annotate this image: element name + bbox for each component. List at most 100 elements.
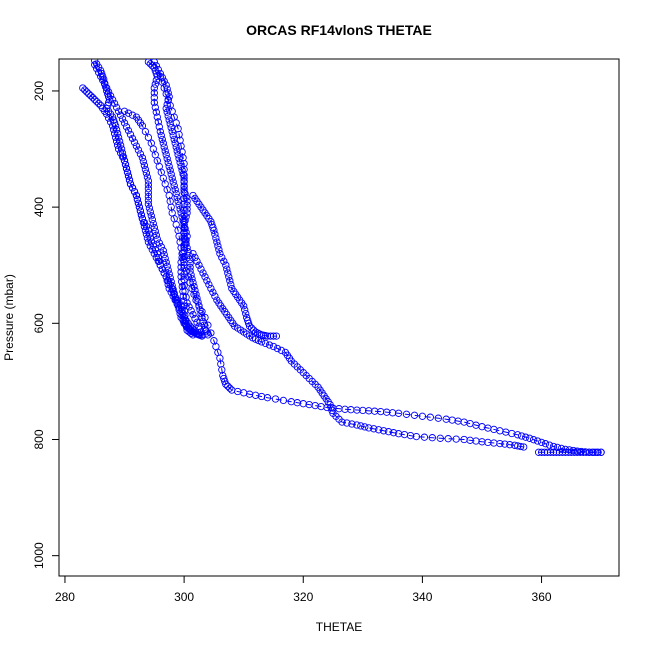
- data-point: [207, 329, 215, 337]
- data-point: [176, 238, 184, 246]
- data-point: [222, 261, 230, 269]
- data-point: [165, 162, 173, 171]
- data-point: [180, 194, 188, 203]
- data-point: [116, 111, 125, 119]
- data-point: [142, 230, 151, 238]
- data-point: [266, 332, 275, 340]
- data-point: [412, 432, 421, 441]
- data-point: [201, 273, 209, 281]
- data-point: [226, 384, 234, 392]
- data-point: [118, 115, 127, 123]
- data-point: [353, 421, 361, 429]
- data-point: [161, 147, 169, 155]
- data-point: [180, 200, 188, 208]
- data-point: [193, 318, 201, 326]
- y-tick-label: 600: [32, 313, 46, 333]
- data-point: [168, 127, 176, 136]
- x-tick-label: 300: [174, 590, 194, 604]
- data-point: [154, 257, 162, 265]
- data-point: [166, 197, 174, 205]
- data-point: [561, 448, 570, 456]
- data-point: [197, 265, 205, 273]
- data-point: [203, 277, 211, 285]
- data-point: [216, 249, 224, 258]
- data-point: [181, 311, 189, 320]
- data-point: [160, 143, 168, 151]
- data-point: [144, 196, 153, 205]
- data-point: [147, 212, 155, 220]
- data-point: [126, 180, 135, 188]
- data-point: [226, 277, 234, 285]
- data-point: [426, 413, 434, 421]
- data-point: [361, 423, 369, 431]
- data-point: [167, 278, 175, 286]
- data-point: [501, 440, 509, 448]
- data-point: [394, 409, 403, 417]
- data-point: [217, 360, 225, 368]
- series-line: [94, 64, 197, 333]
- data-point: [113, 129, 122, 138]
- data-point: [120, 119, 129, 127]
- series-5: [150, 59, 212, 339]
- data-point: [384, 428, 393, 436]
- data-point: [132, 142, 141, 150]
- data-point: [389, 429, 398, 437]
- data-point: [120, 157, 129, 165]
- x-tick-label: 280: [55, 590, 75, 604]
- data-point: [195, 261, 203, 269]
- y-tick-label: 1000: [32, 542, 46, 569]
- x-tick-label: 340: [412, 590, 432, 604]
- data-point: [144, 238, 153, 246]
- data-point: [161, 254, 169, 263]
- data-point: [420, 433, 429, 441]
- data-point: [365, 407, 373, 415]
- data-point: [218, 253, 226, 262]
- data-point: [174, 226, 182, 235]
- data-point: [142, 169, 151, 177]
- data-point: [124, 126, 133, 135]
- data-point: [506, 441, 514, 449]
- data-point: [134, 199, 143, 207]
- data-point: [162, 258, 170, 266]
- data-point: [195, 302, 203, 310]
- data-point: [176, 136, 184, 144]
- data-point: [210, 226, 218, 235]
- data-point: [118, 149, 127, 157]
- data-point: [112, 103, 121, 112]
- data-point: [522, 433, 530, 441]
- data-point: [130, 138, 139, 146]
- data-point: [170, 182, 178, 190]
- data-point: [209, 288, 217, 296]
- data-point: [418, 412, 427, 420]
- data-point: [179, 255, 187, 264]
- data-point: [149, 219, 157, 228]
- y-axis: 200 400 600 800 1000: [32, 81, 60, 569]
- data-point: [534, 448, 543, 456]
- data-point: [83, 88, 91, 96]
- data-point: [189, 331, 197, 339]
- series-10: [534, 448, 605, 456]
- data-point: [169, 178, 177, 186]
- data-point: [277, 346, 286, 355]
- data-point: [597, 448, 605, 456]
- data-point: [576, 448, 584, 456]
- data-point: [168, 281, 176, 290]
- data-point: [323, 403, 331, 412]
- data-point: [176, 205, 184, 213]
- data-point: [144, 188, 153, 197]
- data-point: [594, 448, 602, 456]
- data-point: [182, 293, 190, 301]
- data-point: [192, 290, 200, 298]
- data-point: [222, 380, 230, 388]
- data-point: [514, 431, 522, 439]
- data-point: [225, 273, 233, 281]
- data-point: [588, 448, 596, 456]
- y-tick-label: 200: [32, 81, 46, 101]
- data-point: [204, 321, 212, 329]
- series-8: [156, 72, 206, 339]
- data-point: [112, 126, 121, 134]
- data-point: [150, 89, 158, 97]
- data-point: [163, 155, 171, 163]
- data-point: [177, 142, 185, 150]
- data-point: [144, 200, 153, 208]
